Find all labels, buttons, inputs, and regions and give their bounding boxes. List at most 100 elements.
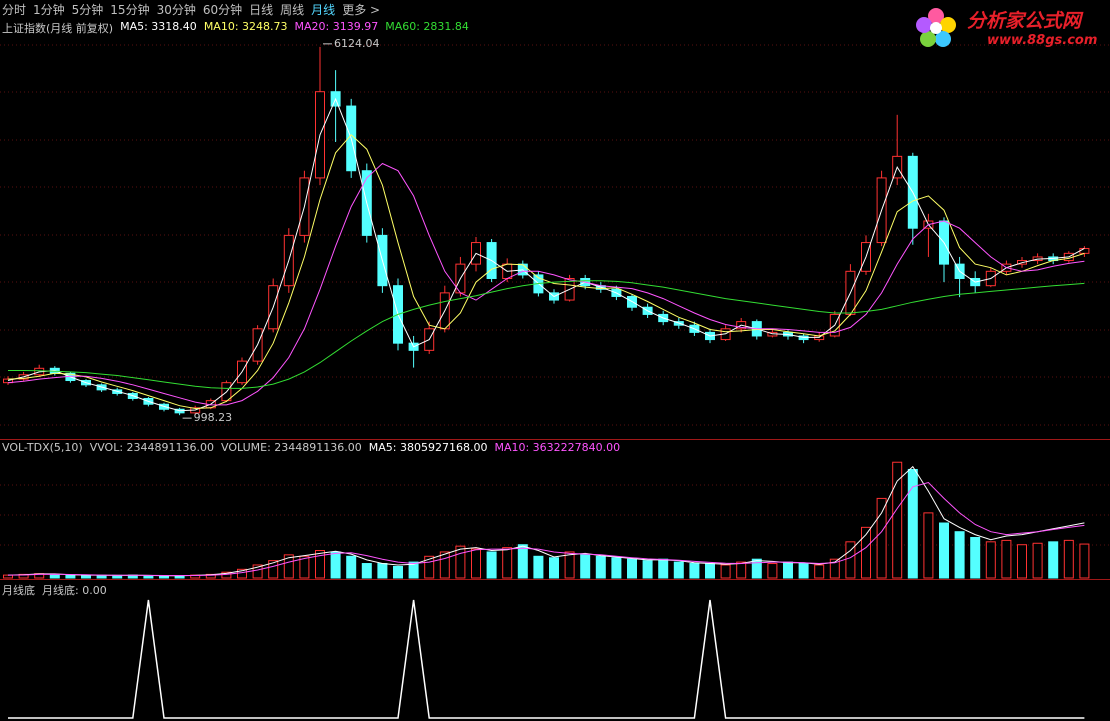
volume-bar [283,554,294,579]
volume-bar [486,551,497,579]
volume-bar [65,574,76,579]
chart-title: 上证指数(月线 前复权) [2,22,114,35]
volume-bar [985,541,996,579]
ma-line [7,97,1085,412]
volume-bar [845,541,856,579]
chart-title: 月线底 [2,584,35,597]
volume-bar [3,574,13,579]
annotation: 998.23 [194,411,233,424]
legend-entry: MA5: 3805927168.00 [368,441,488,454]
period-tab[interactable]: 30分钟 [156,3,196,17]
volume-bar [689,563,700,579]
period-tab[interactable]: 月线 [311,3,336,17]
volume-bar [424,555,435,579]
logo-url: www.88gs.com [987,33,1098,48]
volume-bar [939,522,949,579]
volume-bar [751,558,762,579]
ma-line [7,481,1085,576]
volume-bar [1017,544,1027,579]
legend-entry: MA10: 3632227840.00 [494,441,621,454]
ma-line [7,162,1085,406]
volume-bar [705,563,715,579]
annotation: 6124.04 [334,37,380,50]
volume-bar [49,573,60,579]
ma-line [8,280,1085,389]
ma-line [7,134,1085,410]
period-tab[interactable]: 周线 [280,3,305,17]
volume-bar [252,564,263,579]
chart-title: VOL-TDX(5,10) [2,441,83,454]
volume-bar [393,565,403,579]
candle-body [1079,247,1090,254]
volume-bar [658,558,669,579]
volume-bar [439,551,450,579]
volume-bar [798,563,809,579]
volume-header: VOL-TDX(5,10) VVOL: 2344891136.00 VOLUME: … [2,441,620,454]
indicator-header: 月线底 月线底: 0.00 [2,582,107,598]
volume-bar [143,575,154,579]
volume-bar [580,554,591,579]
period-tab[interactable]: 60分钟 [202,3,243,17]
volume-bar [767,563,778,579]
period-tab[interactable]: 更多 > [342,3,381,17]
period-tab[interactable]: 日线 [249,3,274,17]
volume-bar [720,564,731,579]
volume-bar [736,561,747,579]
volume-bar [564,551,575,579]
volume-bar [549,557,559,579]
volume-bar [533,555,544,579]
volume-bar [377,563,388,579]
legend-entry: MA60: 2831.84 [385,20,469,33]
period-tab[interactable]: 15分钟 [110,3,150,17]
volume-bar [361,563,372,579]
volume-bar [268,560,279,579]
volume-bar [1079,543,1090,579]
volume-bar [892,461,903,579]
volume-bar [237,568,247,579]
volume-bar [673,561,684,579]
volume-bar [829,558,840,579]
legend-entry: MA20: 3139.97 [294,20,379,33]
ma-line [7,465,1085,577]
legend-entry: VOLUME: 2344891136.00 [221,441,362,454]
volume-bar [330,551,341,579]
volume-bar [1048,541,1059,579]
volume-bar [923,512,934,579]
volume-bar [1063,539,1074,579]
volume-bar [611,557,622,579]
legend-entry: VVOL: 2344891136.00 [89,441,215,454]
period-tab[interactable]: 5分钟 [71,3,104,17]
legend-entry: MA10: 3248.73 [203,20,288,33]
volume-bar [1001,539,1012,579]
volume-bar [970,536,981,579]
volume-bar [595,555,606,579]
logo-flower [916,8,956,47]
price-header: 上证指数(月线 前复权) MA5: 3318.40 MA10: 3248.73 MA2… [2,20,469,36]
volume-bar [502,547,513,579]
volume-bar [783,561,793,579]
logo: 分析家公式网 www.88gs.com [905,0,1110,56]
logo-name: 分析家公式网 [967,10,1082,32]
period-toolbar: 分时 1分钟 5分钟 15分钟 30分钟 60分钟 日线 周线 月线 更多 > [2,1,380,18]
volume-bar [907,468,918,579]
grid [0,44,1110,546]
volume-bar [455,545,466,579]
indicator-line [8,599,1085,719]
period-tab[interactable]: 分时 [2,3,27,17]
legend-entry: 月线底: 0.00 [42,584,107,597]
volume-bar [814,564,825,579]
volume-bar [954,531,965,579]
volume-bar [346,555,357,579]
volume-bar [1032,542,1043,579]
legend-entry: MA5: 3318.40 [120,20,197,33]
volume-bar [315,550,325,579]
volume-bar [861,526,871,579]
volume-bar [471,548,481,579]
volume-bar [642,560,653,579]
volume-bar [408,561,419,579]
volume-bar [517,544,528,579]
volume-bar [876,497,887,579]
period-tab[interactable]: 1分钟 [33,3,65,17]
